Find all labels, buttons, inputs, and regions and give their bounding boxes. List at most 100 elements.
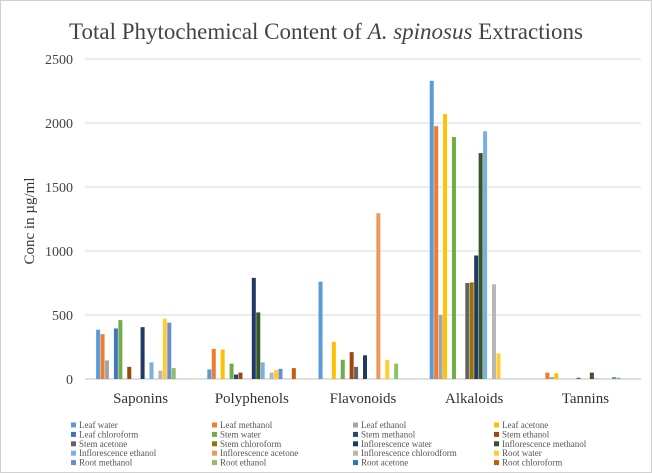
bar — [474, 255, 479, 379]
bar — [158, 370, 163, 379]
bar — [171, 368, 176, 379]
legend-swatch — [353, 460, 358, 466]
bar — [96, 329, 101, 379]
bar — [434, 126, 439, 379]
bar — [256, 312, 261, 379]
bar — [483, 131, 488, 379]
title-species: A. spinosus — [366, 19, 473, 44]
legend-swatch — [212, 441, 217, 447]
legend-swatch — [494, 441, 499, 447]
legend-label: Stem water — [220, 429, 261, 439]
y-axis-ticks: 0 500 1000 1500 2000 2500 — [45, 53, 73, 388]
title-prefix: Total Phytochemical Content of — [69, 19, 368, 44]
legend-swatch — [212, 422, 217, 428]
y-tick-label: 2000 — [45, 117, 73, 132]
x-category-label: Polyphenols — [215, 391, 289, 407]
bar — [318, 281, 323, 379]
bar — [549, 377, 554, 379]
bar — [118, 320, 123, 379]
bar — [113, 328, 118, 379]
legend-label: Inflorescence methanol — [502, 439, 587, 449]
bar — [469, 282, 474, 379]
legend-label: Leaf chloroform — [79, 429, 138, 439]
bar — [229, 363, 234, 379]
bar — [340, 359, 345, 379]
legend-swatch — [71, 431, 76, 437]
bar — [612, 377, 617, 379]
legend-label: Inflorescence acetone — [220, 448, 298, 458]
bar — [429, 80, 434, 379]
legend-swatch — [212, 431, 217, 437]
y-tick-label: 1500 — [45, 181, 73, 196]
bar — [127, 366, 132, 379]
legend-swatch — [71, 422, 76, 428]
bar — [385, 359, 390, 379]
y-tick-label: 1000 — [45, 245, 73, 260]
legend-swatch — [71, 450, 76, 456]
bar — [274, 370, 279, 379]
bar — [207, 369, 212, 379]
legend-swatch — [353, 431, 358, 437]
bar — [451, 137, 456, 379]
bar — [443, 114, 448, 379]
legend-label: Root ethanol — [220, 458, 267, 468]
legend-label: Inflorescence chlorodform — [361, 448, 457, 458]
y-tick-label: 0 — [66, 373, 73, 388]
bar — [238, 372, 243, 379]
bar — [100, 334, 105, 379]
bar — [167, 322, 172, 379]
legend-label: Stem methanol — [361, 429, 416, 439]
legend-swatch — [212, 450, 217, 456]
bar — [354, 366, 359, 379]
bar — [478, 153, 483, 379]
x-category-label: Flavonoids — [330, 391, 397, 407]
bar — [465, 283, 470, 379]
bar — [589, 372, 594, 379]
bar — [251, 277, 256, 379]
bar — [291, 368, 296, 379]
legend-swatch — [494, 450, 499, 456]
bar — [491, 284, 496, 379]
bar — [162, 318, 167, 379]
legend-label: Stem acetone — [79, 439, 127, 449]
legend-swatch — [494, 460, 499, 466]
bar — [496, 353, 501, 379]
bar — [278, 368, 283, 379]
bar — [220, 349, 225, 379]
legend-swatch — [494, 431, 499, 437]
legend-label: Leaf acetone — [502, 420, 548, 430]
legend-swatch — [212, 460, 217, 466]
bar — [363, 355, 367, 379]
bar — [554, 373, 559, 379]
x-axis-categories: Saponins Polyphenols Flavonoids Alkaloids Ta… — [113, 391, 609, 407]
legend-swatch — [353, 450, 358, 456]
legend-label: Root acetone — [361, 458, 408, 468]
bar — [545, 372, 550, 379]
legend-swatch — [71, 460, 76, 466]
bar — [349, 352, 354, 379]
bar — [616, 377, 621, 379]
bar — [331, 341, 336, 379]
legend-label: Inflorescence ethanol — [79, 448, 157, 458]
bar — [140, 327, 145, 379]
legend-label: Root water — [502, 448, 542, 458]
chart-title: Total Phytochemical Content of A. spinos… — [69, 19, 583, 44]
bar — [234, 374, 239, 379]
bar — [376, 213, 381, 379]
legend-label: Stem chloroform — [220, 439, 281, 449]
bar — [576, 377, 581, 379]
legend-swatch — [494, 422, 499, 428]
legend-swatch — [353, 441, 358, 447]
title-suffix: Extractions — [472, 19, 583, 44]
legend-label: Root chloroform — [502, 458, 562, 468]
legend-swatch — [353, 422, 358, 428]
y-tick-label: 500 — [52, 309, 73, 324]
bar — [149, 362, 154, 379]
legend-label: Leaf methanol — [220, 420, 273, 430]
x-category-label: Alkaloids — [445, 391, 503, 407]
bar — [438, 315, 443, 379]
legend-label: Root methanol — [79, 458, 133, 468]
x-category-label: Saponins — [113, 391, 168, 407]
